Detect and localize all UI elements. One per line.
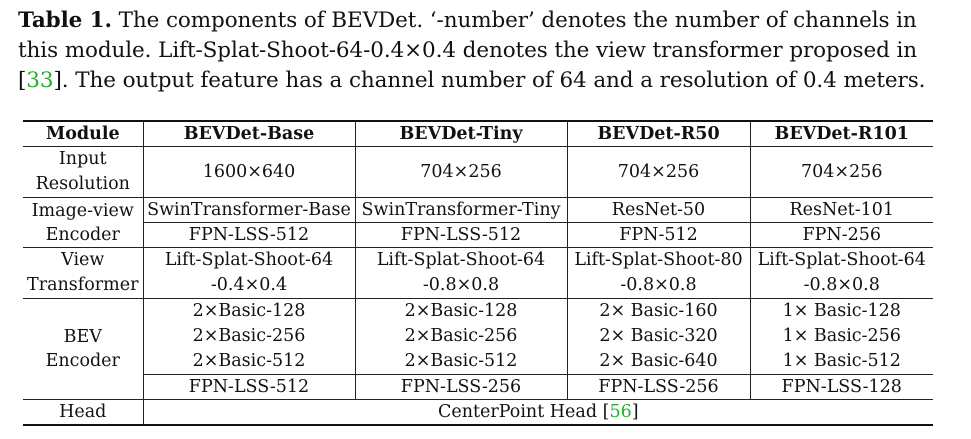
caption-label: Table 1.	[18, 8, 112, 33]
table-row: FPN-LSS-512 FPN-LSS-256 FPN-LSS-256 FPN-…	[23, 374, 933, 400]
cell-line: 2× Basic-160	[599, 301, 718, 321]
cell-line: 2×Basic-256	[404, 326, 518, 346]
cell-line: 2× Basic-320	[599, 326, 718, 346]
cell-line: Lift-Splat-Shoot-64	[164, 250, 334, 270]
citation-link[interactable]: 56	[609, 402, 632, 422]
table-cell: ResNet-50	[566, 197, 751, 223]
row-label-line: Input	[58, 149, 107, 169]
cell-line: 2×Basic-128	[404, 301, 518, 321]
cell-line: 2×Basic-256	[192, 326, 306, 346]
table-cell: FPN-LSS-256	[566, 374, 751, 400]
cell-line: -0.8×0.8	[620, 275, 697, 295]
caption-text-end: ]. The output feature has a channel numb…	[53, 68, 926, 93]
table-cell: Lift-Splat-Shoot-80 -0.8×0.8	[566, 247, 751, 299]
table-header-row: Module BEVDet-Base BEVDet-Tiny BEVDet-R5…	[23, 120, 933, 147]
header-bevdet-r50: BEVDet-R50	[566, 120, 751, 147]
table-cell: Lift-Splat-Shoot-64 -0.8×0.8	[749, 247, 933, 299]
row-label-head: Head	[23, 399, 144, 426]
citation-link[interactable]: 33	[26, 68, 54, 93]
table-cell: FPN-LSS-512	[142, 374, 356, 400]
cell-line: -0.8×0.8	[803, 275, 880, 295]
table-row: Head CenterPoint Head [56]	[23, 399, 933, 426]
table-row: BEV Encoder 2×Basic-128 2×Basic-256 2×Ba…	[23, 298, 933, 400]
table-cell: SwinTransformer-Tiny	[354, 197, 568, 223]
row-label-line: Encoder	[45, 224, 120, 245]
table-cell: FPN-LSS-256	[354, 374, 568, 400]
row-label-input-resolution: Input Resolution	[23, 146, 144, 198]
row-label-line: Image-view	[31, 200, 134, 221]
header-bevdet-r101: BEVDet-R101	[749, 120, 933, 147]
row-label-view-transformer: View Transformer	[23, 247, 144, 299]
table-row: View Transformer Lift-Splat-Shoot-64 -0.…	[23, 247, 933, 299]
table-cell: Lift-Splat-Shoot-64 -0.8×0.8	[354, 247, 568, 299]
table-cell: 2× Basic-160 2× Basic-320 2× Basic-640	[566, 298, 751, 375]
cell-line: 2×Basic-512	[192, 351, 306, 371]
row-label-line: Transformer	[27, 275, 139, 295]
cell-line: Lift-Splat-Shoot-80	[574, 250, 743, 270]
row-label-line: Encoder	[45, 351, 120, 371]
caption-text: The components of BEVDet. ‘-number’ deno…	[18, 8, 917, 93]
cell-line: 1× Basic-128	[782, 301, 901, 321]
header-bevdet-tiny: BEVDet-Tiny	[354, 120, 568, 147]
row-label-bev-encoder: BEV Encoder	[23, 298, 144, 400]
cell-line: 2×Basic-512	[404, 351, 518, 371]
table-cell: FPN-LSS-128	[749, 374, 933, 400]
table-cell: 1600×640	[142, 146, 356, 198]
header-module: Module	[23, 120, 144, 147]
table-cell: 1× Basic-128 1× Basic-256 1× Basic-512	[749, 298, 933, 375]
table-cell: SwinTransformer-Base	[142, 197, 356, 223]
table-cell: 704×256	[749, 146, 933, 198]
cell-line: 1× Basic-256	[782, 326, 901, 346]
cell-line: Lift-Splat-Shoot-64	[376, 250, 546, 270]
table-cell: FPN-LSS-512	[354, 222, 568, 248]
table-cell: 704×256	[566, 146, 751, 198]
head-value: CenterPoint Head [	[437, 402, 610, 422]
table-cell: 704×256	[354, 146, 568, 198]
row-label-line: BEV	[63, 327, 102, 347]
table-cell: 2×Basic-128 2×Basic-256 2×Basic-512	[354, 298, 568, 375]
cell-line: -0.4×0.4	[210, 275, 288, 295]
table-row: FPN-LSS-512 FPN-LSS-512 FPN-512 FPN-256	[23, 222, 933, 248]
header-bevdet-base: BEVDet-Base	[142, 120, 356, 147]
cell-line: Lift-Splat-Shoot-64	[757, 250, 926, 270]
head-value-cell: CenterPoint Head [56]	[142, 399, 933, 426]
components-table: Module BEVDet-Base BEVDet-Tiny BEVDet-R5…	[23, 120, 933, 426]
table-row: Input Resolution 1600×640 704×256 704×25…	[23, 146, 933, 198]
table-cell: ResNet-101	[749, 197, 933, 223]
table-cell: FPN-LSS-512	[142, 222, 356, 248]
row-label-image-view-encoder: Image-view Encoder	[23, 197, 144, 248]
cell-line: 2× Basic-640	[599, 351, 718, 371]
cell-line: -0.8×0.8	[422, 275, 500, 295]
table-cell: 2×Basic-128 2×Basic-256 2×Basic-512	[142, 298, 356, 375]
row-label-line: View	[61, 250, 105, 270]
table-cell: FPN-512	[566, 222, 751, 248]
table-cell: FPN-256	[749, 222, 933, 248]
cell-line: 2×Basic-128	[192, 301, 306, 321]
table-caption: Table 1. The components of BEVDet. ‘-num…	[18, 6, 958, 96]
cell-line: 1× Basic-512	[782, 351, 901, 371]
table-cell: Lift-Splat-Shoot-64 -0.4×0.4	[142, 247, 356, 299]
head-value-close: ]	[631, 402, 639, 422]
row-label-line: Resolution	[35, 174, 130, 194]
table-row: Image-view Encoder SwinTransformer-Base …	[23, 197, 933, 248]
